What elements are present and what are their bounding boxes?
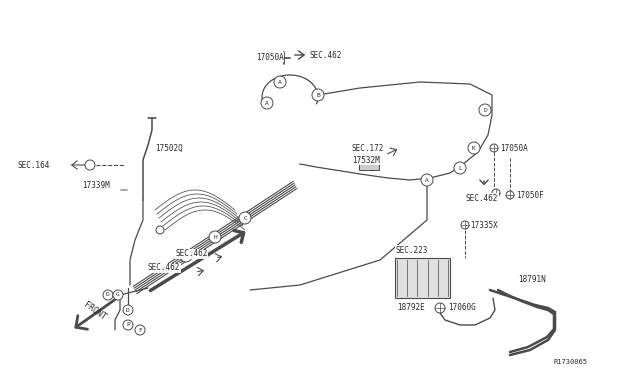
Circle shape (479, 104, 491, 116)
Circle shape (506, 191, 514, 199)
Circle shape (180, 250, 192, 262)
Text: H: H (213, 234, 217, 240)
Circle shape (421, 174, 433, 186)
Circle shape (103, 290, 113, 300)
Text: SEC.462: SEC.462 (466, 193, 499, 202)
Text: C: C (243, 215, 247, 221)
Circle shape (123, 305, 133, 315)
Text: K: K (472, 145, 476, 151)
Text: FRONT: FRONT (82, 300, 108, 322)
Circle shape (312, 89, 324, 101)
Text: 17050A: 17050A (500, 144, 528, 153)
Text: 17335X: 17335X (470, 221, 498, 230)
Text: R1730065: R1730065 (554, 359, 588, 365)
Text: B: B (316, 93, 320, 97)
Circle shape (468, 142, 480, 154)
Circle shape (274, 76, 286, 88)
Text: P: P (126, 323, 130, 327)
Circle shape (239, 212, 251, 224)
Circle shape (135, 325, 145, 335)
Text: 17050A: 17050A (256, 52, 284, 61)
Text: C: C (184, 253, 188, 259)
Text: G: G (116, 292, 120, 298)
Circle shape (156, 226, 164, 234)
Text: 17339M: 17339M (82, 180, 109, 189)
Text: D: D (106, 292, 110, 298)
Text: SEC.462: SEC.462 (175, 250, 207, 259)
Text: SEC.172: SEC.172 (352, 144, 385, 153)
Text: A: A (425, 177, 429, 183)
Circle shape (123, 320, 133, 330)
Circle shape (85, 160, 95, 170)
Circle shape (209, 231, 221, 243)
Text: A: A (278, 80, 282, 84)
Text: SEC.462: SEC.462 (148, 263, 180, 273)
Text: 17060G: 17060G (448, 304, 476, 312)
Text: L: L (458, 166, 462, 170)
Circle shape (435, 303, 445, 313)
Circle shape (492, 189, 500, 197)
Text: D: D (126, 308, 130, 312)
Text: A: A (265, 100, 269, 106)
Circle shape (454, 162, 466, 174)
Circle shape (461, 221, 469, 229)
FancyBboxPatch shape (359, 156, 379, 170)
Text: D: D (483, 108, 487, 112)
Text: SEC.223: SEC.223 (395, 246, 428, 254)
Text: SEC.462: SEC.462 (310, 51, 342, 60)
Text: 17502Q: 17502Q (155, 144, 183, 153)
Circle shape (261, 97, 273, 109)
Circle shape (490, 144, 498, 152)
Circle shape (113, 290, 123, 300)
Text: 17050F: 17050F (516, 190, 544, 199)
Text: 18791N: 18791N (518, 276, 546, 285)
Text: 18792E: 18792E (397, 304, 425, 312)
Text: F: F (138, 327, 142, 333)
Text: 17532M: 17532M (352, 155, 380, 164)
Text: SEC.164: SEC.164 (18, 160, 51, 170)
FancyBboxPatch shape (395, 258, 450, 298)
